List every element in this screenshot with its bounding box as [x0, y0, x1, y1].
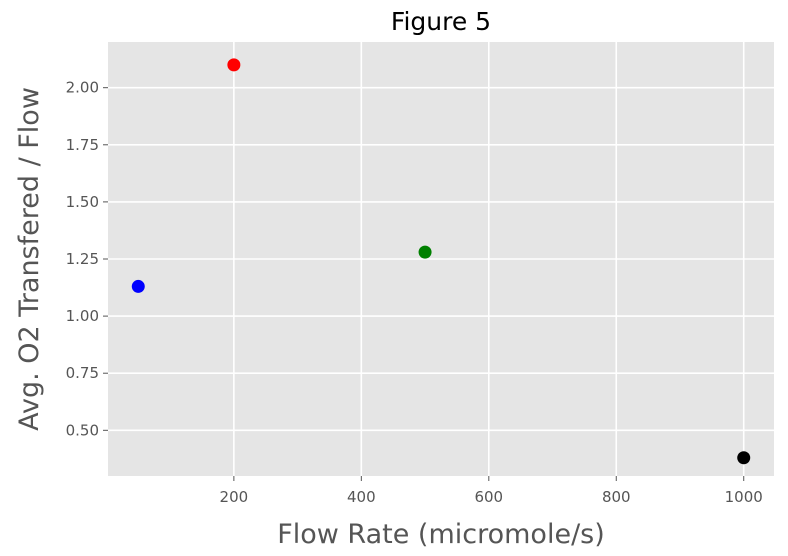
x-tick-label: 800	[602, 488, 631, 506]
y-axis-ticks: 0.50 0.75 1.00 1.25 1.50 1.75 2.00	[66, 79, 108, 439]
data-point	[737, 451, 751, 465]
x-tick-label: 1000	[725, 488, 763, 506]
y-tick-label: 0.50	[66, 421, 99, 439]
grid-lines	[108, 42, 774, 476]
y-tick-label: 2.00	[66, 79, 99, 97]
x-tick-label: 400	[347, 488, 376, 506]
x-axis-label: Flow Rate (micromole/s)	[277, 519, 605, 550]
data-point	[131, 279, 145, 293]
y-axis-label: Avg. O2 Transfered / Flow	[14, 87, 45, 431]
x-tick-label: 200	[220, 488, 249, 506]
x-axis-ticks: 200 400 600 800 1000	[220, 476, 763, 506]
y-tick-label: 1.50	[66, 193, 99, 211]
x-tick-label: 600	[474, 488, 503, 506]
y-tick-label: 1.00	[66, 307, 99, 325]
data-point	[227, 58, 241, 72]
data-points	[131, 58, 751, 465]
chart-title: Figure 5	[391, 7, 491, 36]
data-point	[418, 245, 432, 259]
y-tick-label: 1.75	[66, 136, 99, 154]
y-tick-label: 0.75	[66, 364, 99, 382]
y-tick-label: 1.25	[66, 250, 99, 268]
